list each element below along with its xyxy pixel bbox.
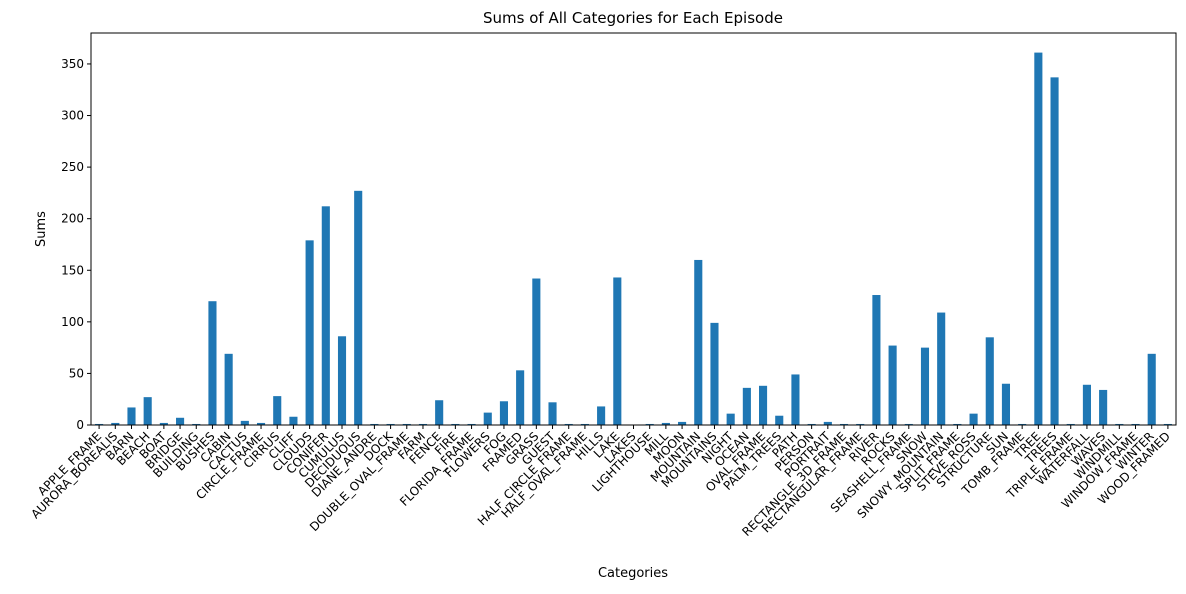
bar [694,259,703,425]
bar [759,385,768,425]
bar [1018,423,1027,425]
plot-frame [90,32,1177,426]
bar [613,277,622,425]
y-tick-label: 100 [61,315,84,329]
bar [710,322,719,425]
bar [208,301,217,425]
bar [386,423,395,425]
bar [159,422,168,425]
bar [192,423,201,425]
bar [548,402,557,425]
bar [370,423,379,425]
bar [1147,353,1156,425]
y-tick-label: 350 [61,57,84,71]
bar [176,417,185,425]
bar [920,347,930,425]
bar [1099,389,1108,425]
bar [937,312,946,425]
bar [143,397,152,425]
bar [904,423,913,425]
bar [273,396,282,425]
bar [839,423,849,425]
bar [872,295,881,425]
bar [645,423,654,425]
bar [451,423,460,425]
bar [532,278,541,425]
bar [775,415,784,425]
bar [289,416,298,425]
bar [418,423,428,425]
bars-group [95,52,1172,426]
bar [791,374,800,425]
y-axis-label: Sums [34,211,49,247]
y-tick-label: 50 [69,366,84,380]
bar [580,423,589,425]
bar [483,412,492,425]
bar [661,422,670,425]
y-tick-label: 300 [61,109,84,123]
bar [127,407,136,425]
bar [823,421,832,425]
bar [1001,383,1011,425]
bar [95,423,104,425]
bar [435,400,444,425]
chart-title: Sums of All Categories for Each Episode [483,9,783,27]
x-tick-label: AURORA_BOREALIS [28,429,120,521]
bar [1163,423,1172,425]
bar [597,406,606,425]
bar [499,401,508,425]
bar [354,190,363,425]
bar [111,422,120,425]
bar [1131,423,1140,425]
bar [888,345,897,425]
y-tick-label: 250 [61,160,84,174]
bar [807,423,816,425]
bar [337,336,347,425]
x-axis: APPLE_FRAMEAURORA_BOREALISBARNBEACHBOATB… [28,425,1173,539]
bar [240,420,249,425]
bar [1034,52,1043,425]
bar [953,423,962,425]
bar [467,423,476,425]
bar [516,370,525,425]
bar [678,421,687,425]
bar [969,413,978,425]
bar [856,423,865,425]
bar [742,387,751,425]
y-tick-label: 200 [61,212,84,226]
bar [564,423,573,425]
bar [726,413,735,425]
y-tick-label: 0 [76,418,84,432]
bar [1050,77,1059,426]
bar [985,337,994,425]
y-tick-label: 150 [61,263,84,277]
bar [1115,423,1124,425]
x-axis-label: Categories [598,566,668,581]
bar [321,206,330,425]
bar [402,423,411,425]
bar [256,422,266,425]
bar [1082,384,1091,425]
bar [1066,423,1075,425]
bar [305,240,314,425]
bar [224,353,233,425]
y-axis: 0 50 100 150 200 250 300 350 [61,57,91,432]
